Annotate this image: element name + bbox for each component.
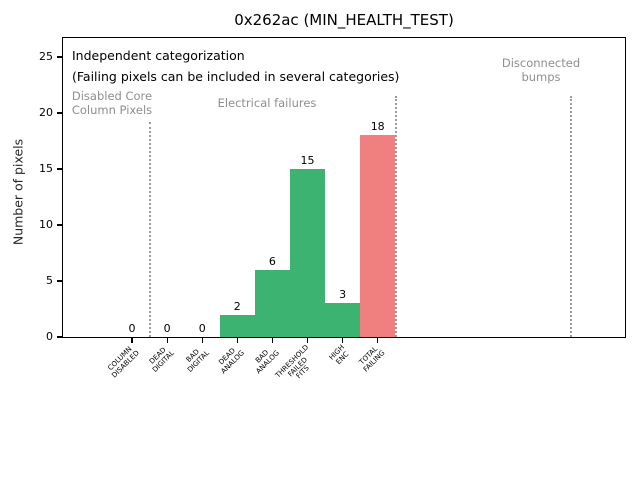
y-tick-label: 25 [39,50,53,63]
annotation-failing-pixels-note: (Failing pixels can be included in sever… [72,69,400,84]
x-tick-label: COLUMN DISABLED [106,345,141,380]
y-tick-mark [57,56,63,58]
bar-value-label: 0 [198,322,206,335]
bar-value-label: 15 [300,154,315,167]
bar-threshold-failed-fits [290,169,325,337]
bar-value-label: 0 [128,322,136,335]
section-label-disabled: Disabled Core Column Pixels [71,89,153,117]
x-tick-label: DEAD DIGITAL [147,345,176,374]
x-tick-mark [166,338,168,343]
x-tick-mark [201,338,203,343]
chart-title: 0x262ac (MIN_HEALTH_TEST) [234,11,454,29]
x-tick-label: THRESHOLD FAILED FITS [274,343,312,381]
section-separator-line [570,96,572,337]
section-label-electrical: Electrical failures [217,96,317,110]
x-tick-mark [377,338,379,343]
section-separator-line [149,122,151,337]
x-tick-label: HIGH ENC [327,343,350,366]
section-label-disconnected: Disconnected bumps [501,56,581,84]
y-tick-mark [57,280,63,282]
x-tick-label: BAD DIGITAL [184,347,211,374]
y-tick-label: 20 [39,106,53,119]
plot-area: Independent categorization (Failing pixe… [62,37,626,380]
y-tick-label: 5 [46,274,53,287]
y-tick-mark [57,336,63,338]
bar-value-label: 2 [233,300,241,313]
bar-dead-analog [219,315,255,337]
bar-total-failing [360,135,396,337]
x-tick-label: DEAD ANALOG [217,346,246,376]
x-tick-label: TOTAL FAILING [357,344,387,374]
x-tick-mark [131,338,133,343]
bar-high-enc [325,303,361,337]
y-tick-mark [57,168,63,170]
y-tick-label: 0 [46,330,53,343]
bar-value-label: 3 [339,288,347,301]
y-tick-label: 10 [39,218,53,231]
x-tick-mark [271,338,273,343]
bar-bad-analog [254,270,290,337]
annotation-independent-categorization: Independent categorization [72,48,245,63]
y-tick-label: 15 [39,162,53,175]
bar-value-label: 6 [268,255,276,268]
x-tick-mark [306,338,309,343]
bar-value-label: 18 [370,120,385,133]
bar-value-label: 0 [163,322,171,335]
y-tick-mark [57,112,63,114]
section-separator-line [395,96,397,337]
x-tick-mark [342,338,344,343]
y-tick-mark [57,224,63,226]
x-tick-mark [236,338,238,343]
